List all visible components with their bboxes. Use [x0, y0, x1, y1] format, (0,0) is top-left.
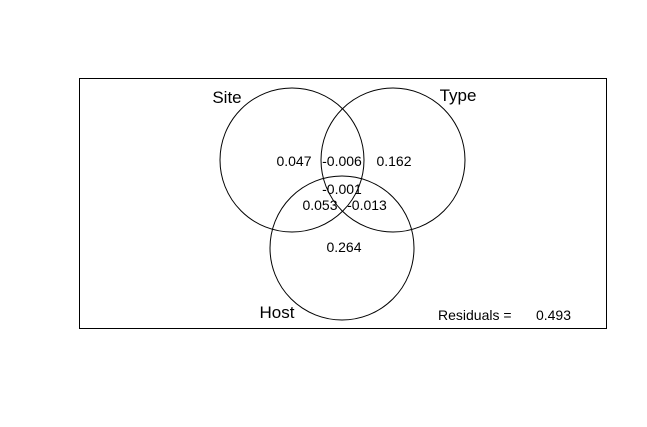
residuals-label: Residuals =	[438, 307, 512, 323]
type-circle	[320, 87, 466, 233]
site-set-label: Site	[212, 88, 241, 107]
site-host-value: 0.053	[302, 197, 337, 213]
host-circle	[269, 175, 415, 321]
site-type-host-value: -0.001	[322, 181, 362, 197]
plot-frame	[79, 78, 607, 329]
residuals-value: 0.493	[536, 307, 571, 323]
site-only-value: 0.047	[276, 153, 311, 169]
type-host-value: -0.013	[347, 197, 387, 213]
host-set-label: Host	[260, 303, 295, 322]
site-type-value: -0.006	[322, 153, 362, 169]
type-set-label: Type	[440, 86, 477, 105]
type-only-value: 0.162	[376, 153, 411, 169]
site-circle	[219, 87, 365, 233]
host-only-value: 0.264	[326, 239, 361, 255]
